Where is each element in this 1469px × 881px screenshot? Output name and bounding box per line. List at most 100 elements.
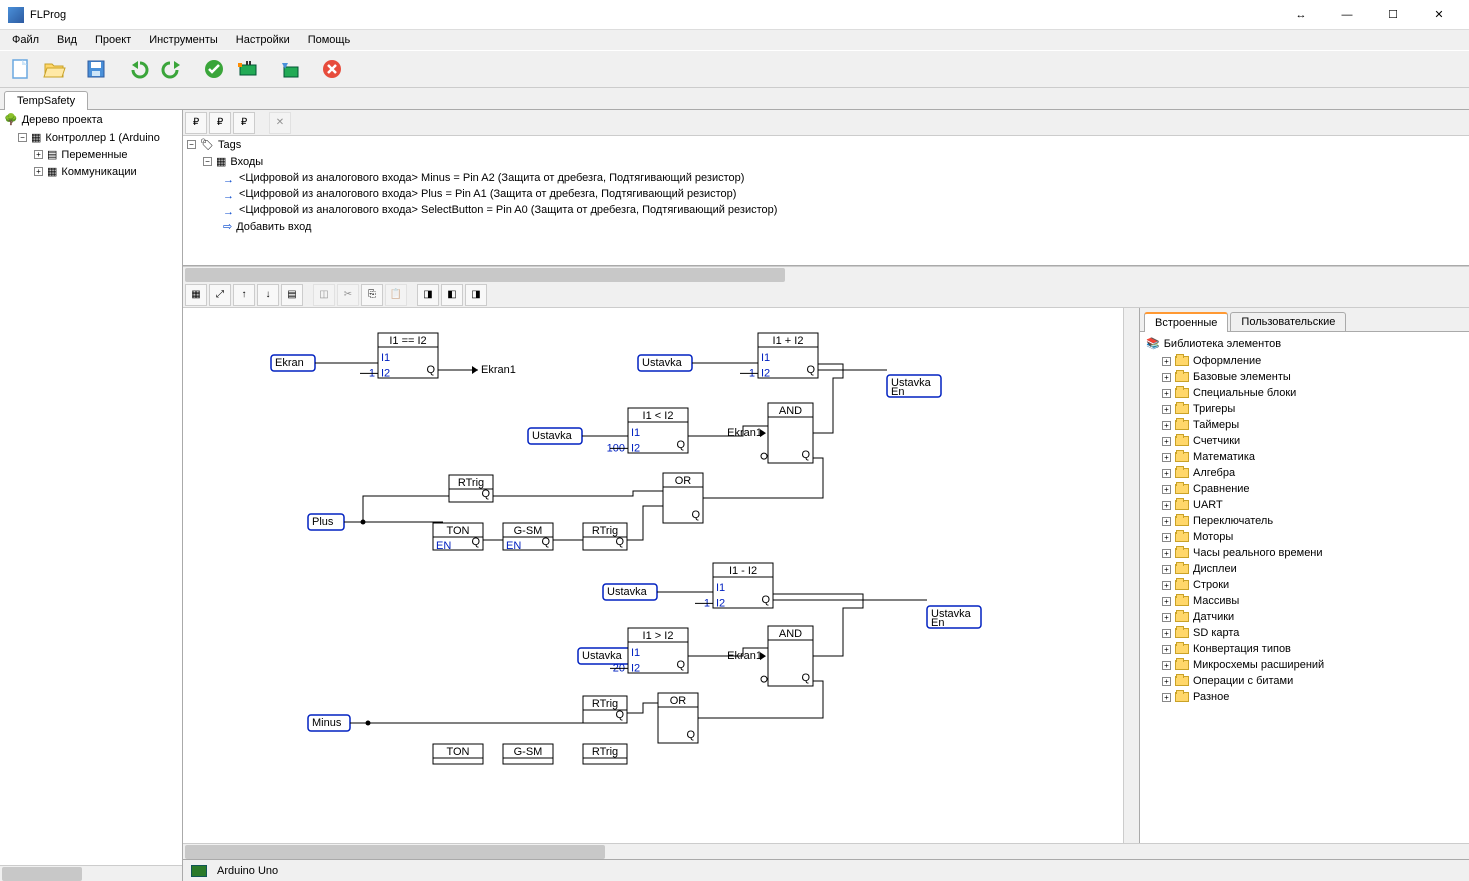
expand-icon[interactable]: + — [1162, 629, 1171, 638]
diagram-canvas[interactable]: EkranUstavkaUstavkaUstavkaEnUstavkaUstav… — [183, 308, 1123, 843]
input-select[interactable]: <Цифровой из аналогового входа> SelectBu… — [183, 202, 1469, 218]
stop-button[interactable] — [316, 53, 348, 85]
library-item[interactable]: +Алгебра — [1142, 465, 1467, 481]
tags-hscroll[interactable] — [183, 266, 1469, 282]
save-button[interactable] — [80, 53, 112, 85]
canvas-btn-5[interactable]: ▤ — [281, 284, 303, 306]
controller-node[interactable]: − ▦ Контроллер 1 (Arduino — [0, 129, 182, 146]
canvas-hscroll[interactable] — [183, 843, 1469, 859]
expand-icon[interactable]: + — [34, 150, 43, 159]
collapse-icon[interactable]: − — [203, 157, 212, 166]
variables-node[interactable]: + ▤ Переменные — [0, 146, 182, 163]
canvas-btn-1[interactable]: ▦ — [185, 284, 207, 306]
compile-button[interactable] — [232, 53, 264, 85]
tags-btn-3[interactable]: ₽ — [233, 112, 255, 134]
expand-icon[interactable]: + — [1162, 405, 1171, 414]
expand-icon[interactable]: + — [1162, 677, 1171, 686]
canvas-down[interactable]: ↓ — [257, 284, 279, 306]
menu-settings[interactable]: Настройки — [228, 32, 298, 48]
library-item[interactable]: +Базовые элементы — [1142, 369, 1467, 385]
expand-icon[interactable]: + — [1162, 597, 1171, 606]
canvas-vscroll[interactable] — [1123, 308, 1139, 843]
expand-icon[interactable]: + — [1162, 501, 1171, 510]
expand-icon[interactable]: + — [1162, 613, 1171, 622]
tags-btn-2[interactable]: ₽ — [209, 112, 231, 134]
redo-button[interactable] — [156, 53, 188, 85]
collapse-icon[interactable]: − — [18, 133, 27, 142]
tab-user[interactable]: Пользовательские — [1230, 312, 1346, 331]
expand-icon[interactable]: + — [1162, 581, 1171, 590]
add-input[interactable]: ⇨Добавить вход — [183, 218, 1469, 235]
expand-icon[interactable]: + — [1162, 357, 1171, 366]
library-item[interactable]: +Массивы — [1142, 593, 1467, 609]
collapse-icon[interactable]: − — [187, 140, 196, 149]
library-item[interactable]: +Счетчики — [1142, 433, 1467, 449]
expand-icon[interactable]: + — [1162, 373, 1171, 382]
resize-button[interactable]: ↔ — [1279, 3, 1323, 27]
menu-help[interactable]: Помощь — [300, 32, 359, 48]
library-item[interactable]: +Специальные блоки — [1142, 385, 1467, 401]
canvas-copy[interactable]: ⎘ — [361, 284, 383, 306]
menu-view[interactable]: Вид — [49, 32, 85, 48]
expand-icon[interactable]: + — [1162, 661, 1171, 670]
canvas-btn-10[interactable]: ◨ — [417, 284, 439, 306]
library-item[interactable]: +Микросхемы расширений — [1142, 657, 1467, 673]
library-item[interactable]: +SD карта — [1142, 625, 1467, 641]
new-button[interactable] — [4, 53, 36, 85]
expand-icon[interactable]: + — [1162, 693, 1171, 702]
tree-hscroll[interactable] — [0, 865, 182, 881]
expand-icon[interactable]: + — [1162, 645, 1171, 654]
input-minus[interactable]: <Цифровой из аналогового входа> Minus = … — [183, 170, 1469, 186]
menu-project[interactable]: Проект — [87, 32, 139, 48]
open-button[interactable] — [38, 53, 70, 85]
expand-icon[interactable]: + — [1162, 389, 1171, 398]
expand-icon[interactable]: + — [1162, 485, 1171, 494]
library-item[interactable]: +Тригеры — [1142, 401, 1467, 417]
expand-icon[interactable]: + — [1162, 517, 1171, 526]
svg-text:Q: Q — [541, 536, 550, 548]
canvas-btn-11[interactable]: ◧ — [441, 284, 463, 306]
expand-icon[interactable]: + — [1162, 533, 1171, 542]
menu-tools[interactable]: Инструменты — [141, 32, 226, 48]
canvas-btn-12[interactable]: ◨ — [465, 284, 487, 306]
communications-node[interactable]: + ▦ Коммуникации — [0, 163, 182, 180]
canvas-up[interactable]: ↑ — [233, 284, 255, 306]
expand-icon[interactable]: + — [1162, 565, 1171, 574]
library-item[interactable]: +Строки — [1142, 577, 1467, 593]
tags-root[interactable]: −🏷Tags — [183, 136, 1469, 153]
close-button[interactable]: ✕ — [1417, 3, 1461, 27]
expand-icon[interactable]: + — [34, 167, 43, 176]
library-item[interactable]: +UART — [1142, 497, 1467, 513]
inputs-node[interactable]: −▦Входы — [183, 153, 1469, 170]
library-item[interactable]: +Математика — [1142, 449, 1467, 465]
input-plus[interactable]: <Цифровой из аналогового входа> Plus = P… — [183, 186, 1469, 202]
project-tab[interactable]: TempSafety — [4, 91, 88, 110]
minimize-button[interactable]: — — [1325, 3, 1369, 27]
upload-button[interactable] — [274, 53, 306, 85]
tags-btn-1[interactable]: ₽ — [185, 112, 207, 134]
inputs-label: Входы — [230, 156, 263, 168]
canvas-btn-2[interactable]: ⤢ — [209, 284, 231, 306]
verify-button[interactable] — [198, 53, 230, 85]
expand-icon[interactable]: + — [1162, 549, 1171, 558]
library-item[interactable]: +Сравнение — [1142, 481, 1467, 497]
library-item[interactable]: +Переключатель — [1142, 513, 1467, 529]
library-item[interactable]: +Дисплеи — [1142, 561, 1467, 577]
library-item[interactable]: +Оформление — [1142, 353, 1467, 369]
library-item[interactable]: +Разное — [1142, 689, 1467, 705]
library-item[interactable]: +Моторы — [1142, 529, 1467, 545]
expand-icon[interactable]: + — [1162, 453, 1171, 462]
menu-file[interactable]: Файл — [4, 32, 47, 48]
expand-icon[interactable]: + — [1162, 421, 1171, 430]
library-item[interactable]: +Конвертация типов — [1142, 641, 1467, 657]
expand-icon[interactable]: + — [1162, 437, 1171, 446]
maximize-button[interactable]: ☐ — [1371, 3, 1415, 27]
library-item[interactable]: +Часы реального времени — [1142, 545, 1467, 561]
svg-text:Q: Q — [471, 536, 480, 548]
library-item[interactable]: +Датчики — [1142, 609, 1467, 625]
library-item[interactable]: +Операции с битами — [1142, 673, 1467, 689]
library-item[interactable]: +Таймеры — [1142, 417, 1467, 433]
tab-builtin[interactable]: Встроенные — [1144, 312, 1228, 332]
undo-button[interactable] — [122, 53, 154, 85]
expand-icon[interactable]: + — [1162, 469, 1171, 478]
